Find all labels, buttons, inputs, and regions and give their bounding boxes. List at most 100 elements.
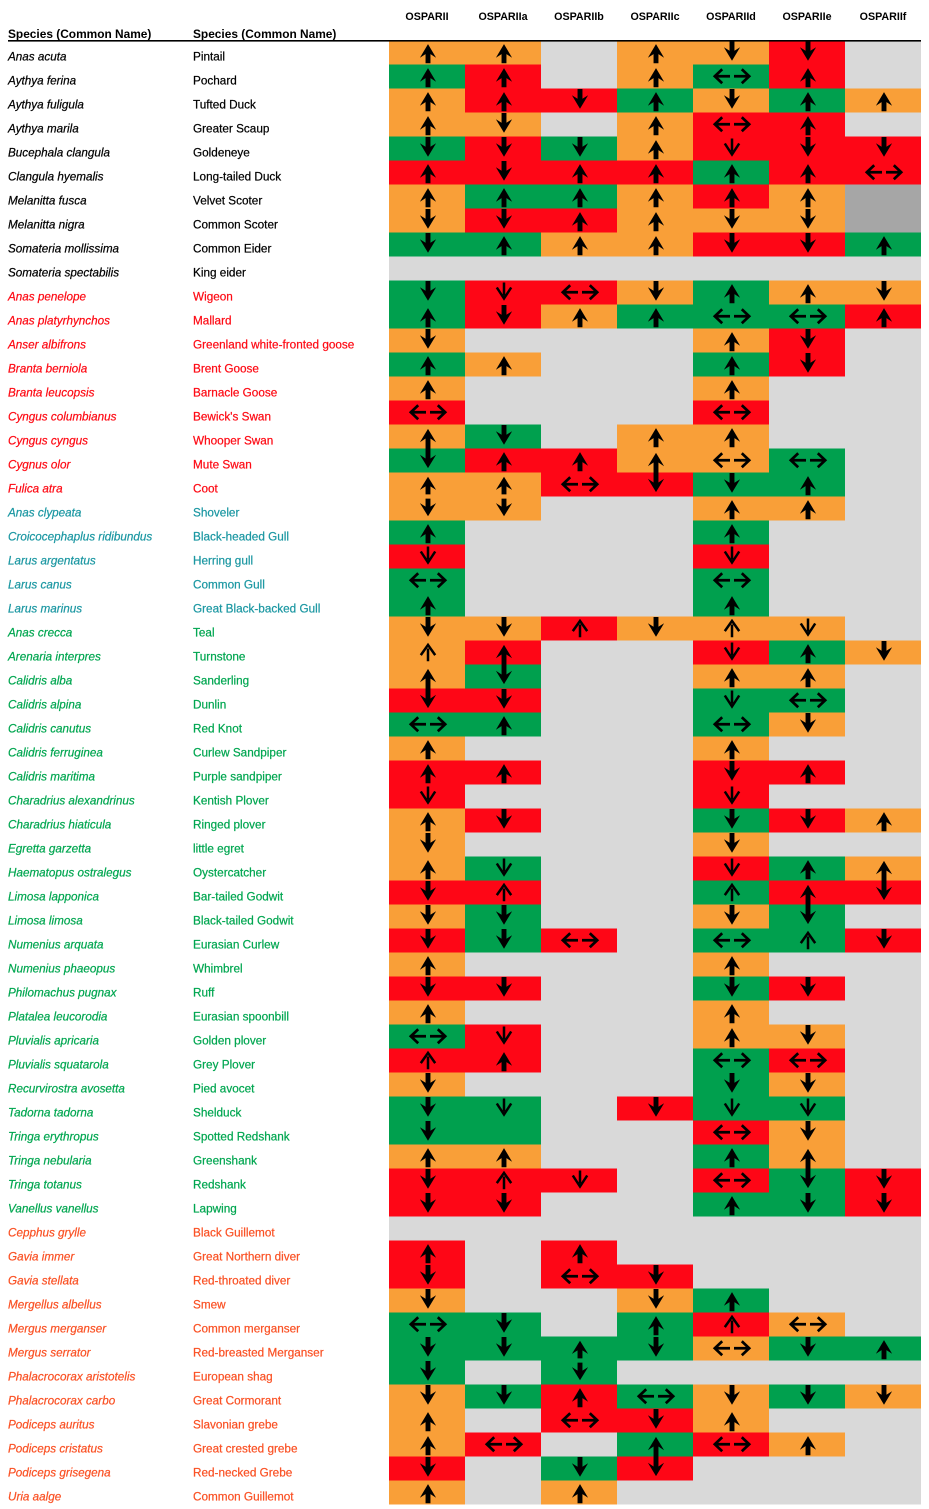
svg-text:Melanitta nigra: Melanitta nigra bbox=[8, 218, 85, 231]
svg-text:Anser albifrons: Anser albifrons bbox=[7, 338, 86, 351]
svg-text:Slavonian grebe: Slavonian grebe bbox=[193, 1418, 278, 1431]
svg-text:Teal: Teal bbox=[193, 626, 215, 639]
svg-text:Smew: Smew bbox=[193, 1298, 226, 1311]
svg-text:Calidris alba: Calidris alba bbox=[8, 674, 73, 687]
svg-text:Black-headed Gull: Black-headed Gull bbox=[193, 530, 289, 543]
svg-text:OSPARIIa: OSPARIIa bbox=[478, 11, 528, 23]
svg-text:Charadrius hiaticula: Charadrius hiaticula bbox=[8, 818, 112, 831]
svg-text:Barnacle Goose: Barnacle Goose bbox=[193, 386, 278, 399]
svg-text:Shoveler: Shoveler bbox=[193, 506, 239, 519]
svg-text:Limosa limosa: Limosa limosa bbox=[8, 914, 83, 927]
svg-text:Anas platyrhynchos: Anas platyrhynchos bbox=[7, 314, 110, 327]
svg-text:Grey Plover: Grey Plover bbox=[193, 1058, 255, 1071]
svg-text:Black Guillemot: Black Guillemot bbox=[193, 1226, 275, 1239]
svg-text:Egretta garzetta: Egretta garzetta bbox=[8, 842, 92, 855]
svg-text:Herring gull: Herring gull bbox=[193, 554, 253, 567]
svg-text:Tufted Duck: Tufted Duck bbox=[193, 98, 256, 111]
svg-text:Croicocephaplus ridibundus: Croicocephaplus ridibundus bbox=[8, 530, 152, 543]
svg-text:Common Scoter: Common Scoter bbox=[193, 218, 278, 231]
svg-text:Tringa erythropus: Tringa erythropus bbox=[8, 1130, 99, 1143]
svg-text:Species (Common Name): Species (Common Name) bbox=[8, 27, 151, 41]
svg-text:Bar-tailed Godwit: Bar-tailed Godwit bbox=[193, 890, 284, 903]
svg-text:Cepphus grylle: Cepphus grylle bbox=[8, 1226, 86, 1239]
svg-text:Larus marinus: Larus marinus bbox=[8, 602, 82, 615]
svg-text:Limosa lapponica: Limosa lapponica bbox=[8, 890, 99, 903]
svg-text:Clangula hyemalis: Clangula hyemalis bbox=[8, 170, 104, 183]
svg-text:Ruff: Ruff bbox=[193, 986, 215, 999]
svg-text:OSPARIIe: OSPARIIe bbox=[782, 11, 831, 23]
svg-text:Calidris alpina: Calidris alpina bbox=[8, 698, 82, 711]
svg-text:Anas penelope: Anas penelope bbox=[7, 290, 86, 303]
svg-text:Calidris canutus: Calidris canutus bbox=[8, 722, 91, 735]
svg-text:Haematopus ostralegus: Haematopus ostralegus bbox=[8, 866, 132, 879]
svg-text:Pochard: Pochard bbox=[193, 74, 237, 87]
svg-text:Brent Goose: Brent Goose bbox=[193, 362, 259, 375]
svg-text:Red-breasted Merganser: Red-breasted Merganser bbox=[193, 1346, 324, 1359]
svg-text:Shelduck: Shelduck bbox=[193, 1106, 241, 1119]
svg-text:Cygnus olor: Cygnus olor bbox=[8, 458, 71, 471]
svg-text:little egret: little egret bbox=[193, 842, 245, 855]
svg-text:Branta leucopsis: Branta leucopsis bbox=[8, 386, 95, 399]
svg-text:Somateria spectabilis: Somateria spectabilis bbox=[8, 266, 119, 279]
svg-text:Kentish Plover: Kentish Plover bbox=[193, 794, 269, 807]
svg-text:Tringa nebularia: Tringa nebularia bbox=[8, 1154, 92, 1167]
svg-text:Tringa totanus: Tringa totanus bbox=[8, 1178, 82, 1191]
svg-text:Numenius arquata: Numenius arquata bbox=[8, 938, 104, 951]
svg-text:Uria aalge: Uria aalge bbox=[8, 1490, 62, 1503]
svg-text:Aythya marila: Aythya marila bbox=[7, 122, 79, 135]
svg-text:Common merganser: Common merganser bbox=[193, 1322, 300, 1335]
svg-text:Greenshank: Greenshank bbox=[193, 1154, 257, 1167]
svg-text:Wigeon: Wigeon bbox=[193, 290, 233, 303]
svg-text:Cyngus cyngus: Cyngus cyngus bbox=[8, 434, 88, 447]
svg-text:Bewick's Swan: Bewick's Swan bbox=[193, 410, 271, 423]
svg-text:Podiceps auritus: Podiceps auritus bbox=[8, 1418, 95, 1431]
svg-text:Philomachus pugnax: Philomachus pugnax bbox=[8, 986, 118, 999]
svg-text:OSPARIIb: OSPARIIb bbox=[554, 11, 604, 23]
svg-text:Anas clypeata: Anas clypeata bbox=[7, 506, 82, 519]
svg-text:Recurvirostra avosetta: Recurvirostra avosetta bbox=[8, 1082, 125, 1095]
svg-text:Common Eider: Common Eider bbox=[193, 242, 271, 255]
svg-text:Melanitta fusca: Melanitta fusca bbox=[8, 194, 87, 207]
svg-text:King eider: King eider bbox=[193, 266, 246, 279]
svg-text:Tadorna tadorna: Tadorna tadorna bbox=[8, 1106, 94, 1119]
svg-text:Pluvialis apricaria: Pluvialis apricaria bbox=[8, 1034, 99, 1047]
svg-text:Whooper Swan: Whooper Swan bbox=[193, 434, 273, 447]
svg-text:Phalacrocorax aristotelis: Phalacrocorax aristotelis bbox=[8, 1370, 135, 1383]
svg-text:Common Gull: Common Gull bbox=[193, 578, 265, 591]
svg-text:Red-necked Grebe: Red-necked Grebe bbox=[193, 1466, 293, 1479]
svg-text:Vanellus vanellus: Vanellus vanellus bbox=[8, 1202, 99, 1215]
svg-text:Mute Swan: Mute Swan bbox=[193, 458, 252, 471]
svg-text:Calidris maritima: Calidris maritima bbox=[8, 770, 96, 783]
svg-text:Podiceps cristatus: Podiceps cristatus bbox=[8, 1442, 103, 1455]
svg-text:Black-tailed Godwit: Black-tailed Godwit bbox=[193, 914, 294, 927]
svg-text:Podiceps grisegena: Podiceps grisegena bbox=[8, 1466, 111, 1479]
svg-text:European shag: European shag bbox=[193, 1370, 273, 1383]
svg-text:Pied avocet: Pied avocet bbox=[193, 1082, 255, 1095]
svg-text:Somateria mollissima: Somateria mollissima bbox=[8, 242, 120, 255]
svg-text:Charadrius alexandrinus: Charadrius alexandrinus bbox=[8, 794, 135, 807]
svg-text:Long-tailed Duck: Long-tailed Duck bbox=[193, 170, 281, 183]
svg-text:Mergus merganser: Mergus merganser bbox=[8, 1322, 107, 1335]
svg-text:Purple sandpiper: Purple sandpiper bbox=[193, 770, 282, 783]
svg-text:Oystercatcher: Oystercatcher bbox=[193, 866, 266, 879]
svg-text:Red Knot: Red Knot bbox=[193, 722, 243, 735]
svg-text:Common Guillemot: Common Guillemot bbox=[193, 1490, 294, 1503]
svg-text:Eurasian Curlew: Eurasian Curlew bbox=[193, 938, 280, 951]
svg-text:Calidris ferruginea: Calidris ferruginea bbox=[8, 746, 103, 759]
svg-text:Larus argentatus: Larus argentatus bbox=[8, 554, 96, 567]
svg-text:Larus canus: Larus canus bbox=[8, 578, 72, 591]
svg-text:Great crested grebe: Great crested grebe bbox=[193, 1442, 298, 1455]
svg-text:Branta berniola: Branta berniola bbox=[8, 362, 88, 375]
svg-text:Spotted Redshank: Spotted Redshank bbox=[193, 1130, 290, 1143]
svg-text:Anas acuta: Anas acuta bbox=[7, 50, 67, 63]
svg-text:Platalea leucorodia: Platalea leucorodia bbox=[8, 1010, 108, 1023]
svg-text:Anas crecca: Anas crecca bbox=[7, 626, 73, 639]
svg-text:Golden plover: Golden plover bbox=[193, 1034, 266, 1047]
svg-text:Redshank: Redshank bbox=[193, 1178, 246, 1191]
svg-text:Great Cormorant: Great Cormorant bbox=[193, 1394, 282, 1407]
svg-text:Numenius phaeopus: Numenius phaeopus bbox=[8, 962, 115, 975]
svg-text:Greenland white-fronted goose: Greenland white-fronted goose bbox=[193, 338, 355, 351]
svg-text:Sanderling: Sanderling bbox=[193, 674, 249, 687]
svg-text:Aythya ferina: Aythya ferina bbox=[7, 74, 77, 87]
svg-text:Aythya fuligula: Aythya fuligula bbox=[7, 98, 84, 111]
